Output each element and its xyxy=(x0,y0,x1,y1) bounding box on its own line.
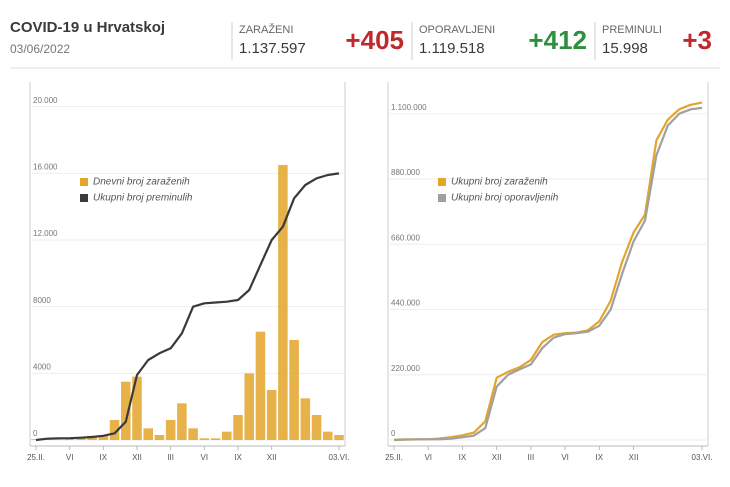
bar xyxy=(323,431,333,440)
y-tick-label: 0 xyxy=(391,429,396,438)
bar xyxy=(289,340,299,440)
y-tick-label: 220.000 xyxy=(391,364,420,373)
bar xyxy=(143,428,153,440)
bar xyxy=(222,431,232,440)
bar xyxy=(278,165,288,440)
x-tick-label: XII xyxy=(492,453,502,462)
bar xyxy=(266,390,277,440)
x-tick-label: VI xyxy=(424,453,432,462)
bar xyxy=(76,438,86,440)
title: COVID-19 u Hrvatskoj xyxy=(10,19,165,36)
x-tick-label: XII xyxy=(629,453,639,462)
y-tick-label: 12.000 xyxy=(33,229,58,238)
x-tick-label: VI xyxy=(201,453,209,462)
bar xyxy=(177,403,187,440)
bar xyxy=(300,398,311,440)
x-tick-label: IX xyxy=(459,453,467,462)
stat-change: +412 xyxy=(528,25,587,55)
x-tick-label: III xyxy=(528,453,535,462)
y-tick-label: 880.000 xyxy=(391,168,420,177)
legend-label: Ukupni broj preminulih xyxy=(93,193,193,204)
y-tick-label: 1.100.000 xyxy=(391,103,427,112)
y-tick-label: 0 xyxy=(33,429,38,438)
x-tick-label: 25.II. xyxy=(27,453,45,462)
bar xyxy=(255,331,266,440)
bar xyxy=(154,435,165,440)
stat-label: PREMINULI xyxy=(602,24,662,36)
bar xyxy=(165,420,176,440)
bar xyxy=(244,373,254,440)
line xyxy=(35,172,340,442)
legend-swatch xyxy=(80,178,88,186)
bar xyxy=(109,420,120,440)
legend-swatch xyxy=(438,194,446,202)
stat-label: OPORAVLJENI xyxy=(419,24,495,36)
stat-label: ZARAŽENI xyxy=(239,23,293,36)
x-tick-label: XII xyxy=(267,453,277,462)
y-tick-label: 8000 xyxy=(33,296,51,305)
bar xyxy=(311,415,322,440)
legend-label: Ukupni broj oporavljenih xyxy=(451,193,559,204)
x-tick-label: III xyxy=(167,453,174,462)
stat-total: 1.119.518 xyxy=(419,40,485,57)
y-tick-label: 660.000 xyxy=(391,233,420,242)
line xyxy=(393,106,703,442)
legend-swatch xyxy=(80,194,88,202)
x-tick-label: 25.II. xyxy=(385,453,403,462)
legend-label: Ukupni broj zaraženih xyxy=(451,177,548,188)
x-tick-label: IX xyxy=(234,453,242,462)
bar xyxy=(188,428,198,440)
legend-swatch xyxy=(438,178,446,186)
bar xyxy=(121,381,131,440)
stat-change: +405 xyxy=(345,25,404,55)
stat-change: +3 xyxy=(682,25,712,55)
line xyxy=(393,101,703,441)
bar xyxy=(64,439,75,440)
y-tick-label: 4000 xyxy=(33,362,51,371)
x-tick-label: IX xyxy=(596,453,604,462)
bar xyxy=(210,438,221,440)
bar xyxy=(334,435,344,440)
legend-label: Dnevni broj zaraženih xyxy=(93,177,190,188)
x-tick-label: IX xyxy=(100,453,108,462)
bar xyxy=(132,376,142,440)
y-tick-label: 20.000 xyxy=(33,96,58,105)
y-tick-label: 440.000 xyxy=(391,299,420,308)
x-tick-label: XII xyxy=(132,453,142,462)
x-tick-label: VI xyxy=(561,453,569,462)
date: 03/06/2022 xyxy=(10,42,70,56)
bar xyxy=(199,438,210,440)
x-tick-label: 03.VI. xyxy=(692,453,713,462)
stat-total: 15.998 xyxy=(602,40,648,57)
y-tick-label: 16.000 xyxy=(33,162,58,171)
bar xyxy=(233,415,243,440)
stat-total: 1.137.597 xyxy=(239,40,306,57)
bar xyxy=(98,435,109,440)
x-tick-label: 03.VI. xyxy=(329,453,350,462)
x-tick-label: VI xyxy=(66,453,74,462)
